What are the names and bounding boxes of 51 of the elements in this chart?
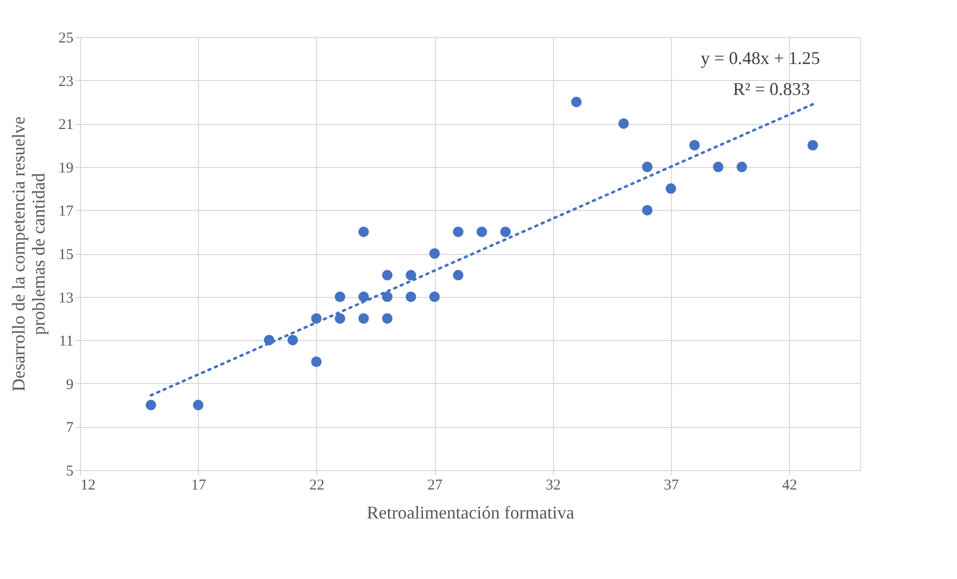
point [406, 270, 416, 280]
point [358, 313, 369, 324]
point [642, 204, 653, 216]
x-tick-label: 37 [664, 478, 680, 494]
point [334, 313, 346, 324]
x-tick-label: 12 [80, 478, 96, 494]
point [382, 313, 393, 324]
point [192, 400, 204, 410]
x-axis-title: Retroalimentación formativa [366, 502, 574, 522]
x-tick-label: 32 [546, 478, 561, 494]
point [429, 292, 440, 302]
y-tick-label: 15 [58, 247, 74, 263]
point [452, 270, 464, 280]
y-tick-label: 9 [66, 376, 74, 393]
x-tick-label: 17 [191, 478, 207, 494]
point [311, 356, 322, 367]
y-tick-label: 19 [58, 160, 74, 176]
point [406, 292, 416, 302]
x-tick-label: 27 [428, 478, 444, 494]
point [287, 334, 298, 346]
point [500, 226, 511, 238]
y-tick-label: 21 [58, 117, 74, 134]
annotation: R² = 0.833 [732, 79, 810, 99]
x-tick-label: 22 [309, 478, 324, 494]
y-tick-label: 13 [58, 290, 74, 306]
point [736, 162, 748, 172]
point [452, 226, 464, 238]
point [712, 162, 724, 172]
y-axis-title: Desarrollo de la competencia resuelve problemas de cantidad [8, 116, 48, 392]
y-tick-label: 17 [58, 204, 74, 220]
y-tick-label: 5 [66, 464, 74, 480]
x-tick-label: 42 [782, 478, 798, 494]
y-tick-label: 23 [58, 74, 74, 90]
point [358, 292, 369, 302]
point [571, 96, 582, 108]
point [807, 140, 818, 150]
point [476, 226, 488, 238]
annotation: y = 0.48x + 1.25 [700, 48, 820, 68]
point [642, 162, 653, 172]
point [146, 400, 156, 410]
point [429, 248, 440, 259]
point [382, 292, 393, 302]
y-tick-label: 7 [66, 420, 74, 436]
point [689, 140, 700, 150]
point [666, 183, 676, 194]
point [618, 118, 629, 129]
point [358, 226, 369, 238]
y-tick-label: 25 [58, 30, 74, 46]
y-tick-label: 11 [59, 334, 74, 350]
point [382, 270, 393, 280]
point [334, 292, 346, 302]
